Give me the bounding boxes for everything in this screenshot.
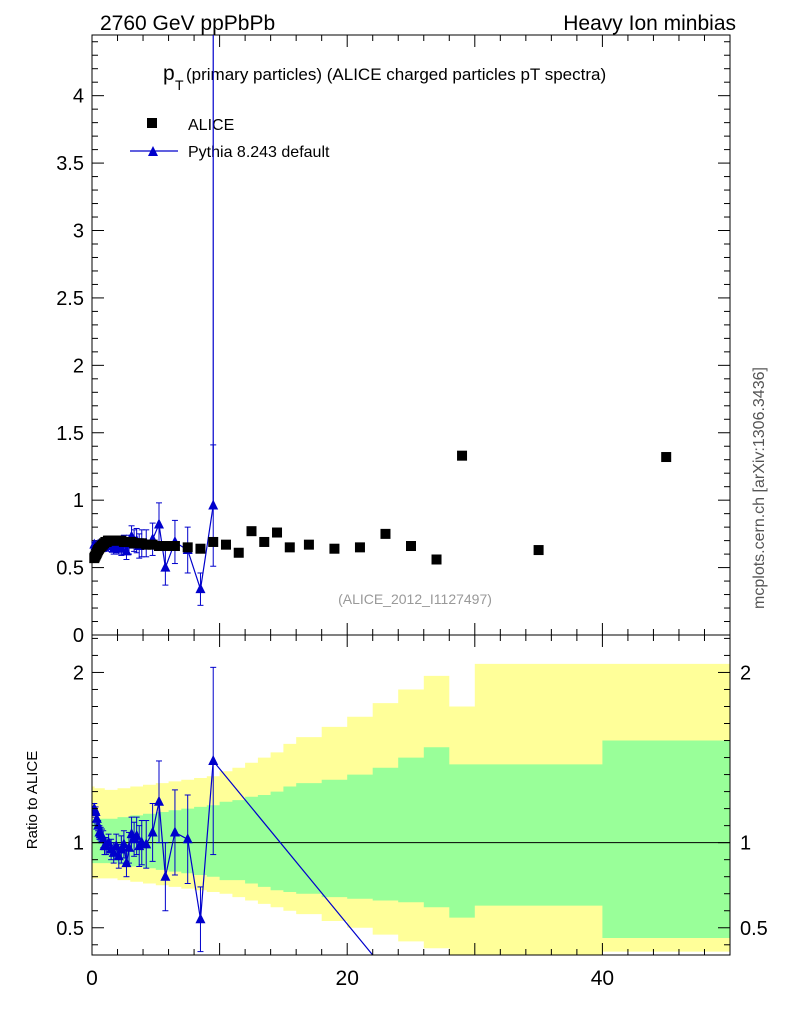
ratio-point bbox=[131, 829, 142, 840]
panel-title-p: p bbox=[163, 62, 175, 85]
legend-marker-alice bbox=[147, 118, 157, 128]
alice-point bbox=[220, 539, 231, 550]
alice-point bbox=[259, 536, 270, 547]
ratio-point bbox=[92, 812, 102, 823]
alice-point bbox=[329, 543, 340, 554]
alice-point bbox=[182, 542, 193, 553]
alice-point bbox=[284, 542, 295, 553]
ratio-y-tick-label: 2 bbox=[73, 662, 84, 684]
ratio-point bbox=[141, 838, 152, 849]
pythia-point bbox=[195, 583, 206, 594]
ratio-point bbox=[160, 870, 171, 881]
spectrum-panel: 0 0.5 1 1.5 2 2.5 3 3.5 4 p T(primary particles) (… bbox=[56, 34, 731, 647]
top-y-tick-label: 4 bbox=[73, 86, 84, 108]
alice-point bbox=[431, 554, 442, 565]
ratio-point bbox=[116, 843, 127, 854]
alice-point bbox=[208, 536, 219, 547]
top-y-tick-label: 3.5 bbox=[56, 153, 84, 175]
top-y-tick-label: 1 bbox=[73, 490, 84, 512]
ratio-point bbox=[124, 841, 135, 852]
alice-point bbox=[169, 541, 180, 552]
alice-point bbox=[153, 541, 164, 552]
ratio-point bbox=[121, 857, 132, 868]
legend-label-pythia: Pythia 8.243 default bbox=[188, 144, 330, 161]
ratio-point bbox=[113, 850, 124, 861]
top-y-tick-label: 2 bbox=[73, 355, 84, 377]
alice-point bbox=[457, 450, 468, 461]
ratio-point bbox=[195, 913, 206, 924]
top-y-tick-label: 2.5 bbox=[56, 288, 84, 310]
ratio-point bbox=[182, 833, 193, 844]
ratio-frame bbox=[91, 634, 731, 956]
legend-marker-pythia bbox=[148, 146, 158, 156]
ratio-content bbox=[92, 663, 730, 955]
ratio-point bbox=[108, 846, 119, 857]
alice-point bbox=[147, 539, 158, 550]
alice-point bbox=[380, 528, 391, 539]
top-y-tick-label: 0 bbox=[73, 625, 84, 647]
alice-point bbox=[141, 539, 152, 550]
alice-point bbox=[406, 541, 416, 552]
analysis-watermark: (ALICE_2012_I1127497) bbox=[338, 591, 492, 607]
ratio-point bbox=[208, 754, 219, 765]
legend-label-alice: ALICE bbox=[188, 117, 234, 134]
pythia-point bbox=[160, 561, 171, 572]
alice-point bbox=[246, 526, 257, 537]
source-label: mcplots.cern.ch [arXiv:1306.3436] bbox=[751, 367, 768, 609]
ratio-point bbox=[153, 795, 164, 806]
energy-label: 2760 GeV ppPbPb bbox=[100, 12, 275, 35]
pythia-point bbox=[153, 518, 164, 529]
alice-point bbox=[272, 527, 283, 538]
pythia-point bbox=[116, 542, 127, 553]
x-tick-label: 20 bbox=[336, 967, 359, 990]
ratio-y-tick-label: 1 bbox=[73, 833, 84, 855]
stat-band-green bbox=[92, 740, 730, 938]
alice-point bbox=[233, 547, 244, 558]
ratio-point bbox=[118, 838, 129, 849]
alice-point bbox=[195, 543, 206, 554]
pythia-point bbox=[121, 545, 132, 556]
pythia-point bbox=[208, 499, 219, 510]
alice-point bbox=[160, 541, 171, 552]
ratio-point bbox=[169, 826, 180, 837]
x-tick-label: 0 bbox=[86, 967, 98, 990]
ratio-point bbox=[147, 826, 158, 837]
ratio-y-tick-label-right: 2 bbox=[740, 662, 751, 684]
ratio-point bbox=[111, 840, 122, 851]
ratio-y-tick-label-right: 0.5 bbox=[740, 918, 768, 940]
alice-point bbox=[303, 539, 314, 550]
panel-title-rest: (primary particles) (ALICE charged parti… bbox=[186, 65, 606, 84]
panel-title-sub: T bbox=[175, 77, 184, 93]
top-y-tick-label: 0.5 bbox=[56, 558, 84, 580]
ratio-point bbox=[92, 806, 101, 817]
top-y-tick-label: 3 bbox=[73, 221, 84, 243]
x-tick-label: 40 bbox=[591, 967, 614, 990]
top-y-tick-label: 1.5 bbox=[56, 423, 84, 445]
process-label: Heavy Ion minbias bbox=[563, 12, 736, 35]
ratio-y-axis-label: Ratio to ALICE bbox=[24, 751, 41, 849]
ratio-y-tick-label-right: 1 bbox=[740, 833, 751, 855]
ratio-y-tick-label: 0.5 bbox=[56, 918, 84, 940]
ratio-point bbox=[93, 819, 104, 830]
alice-point bbox=[354, 542, 365, 553]
alice-point bbox=[661, 452, 672, 463]
alice-point bbox=[533, 545, 544, 556]
